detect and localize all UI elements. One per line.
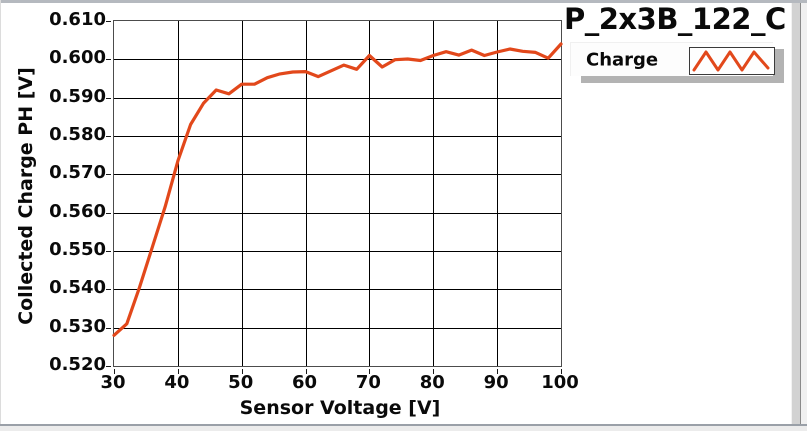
x-tick-label: 80: [419, 372, 445, 393]
y-tick-label: 0.590: [49, 85, 106, 107]
x-tick-label: 100: [541, 372, 579, 393]
x-tick-label: 90: [483, 372, 509, 393]
plot-canvas: [106, 21, 563, 374]
y-tick-label: 0.610: [49, 9, 106, 30]
y-tick-label: 0.540: [49, 277, 106, 299]
y-tick-label: 0.570: [49, 162, 106, 184]
window-right-margin: [801, 3, 807, 424]
x-axis-title: Sensor Voltage [V]: [239, 397, 441, 419]
vertical-scrollbar[interactable]: [791, 3, 801, 424]
x-tick-label: 70: [355, 372, 381, 393]
x-tick-label: 30: [100, 372, 126, 393]
y-tick-label: 0.560: [49, 200, 106, 222]
window-top-bevel: [0, 0, 807, 3]
zigzag-line-sample-icon: [689, 47, 775, 75]
window-bottom-bevel: [0, 424, 807, 426]
y-tick-label: 0.550: [49, 239, 106, 260]
y-tick-label: 0.520: [49, 354, 106, 375]
series-charge-line: [112, 42, 563, 337]
plot-legend[interactable]: Charge: [570, 42, 775, 76]
x-tick-label: 60: [292, 372, 318, 393]
y-tick-label: 0.530: [49, 315, 106, 337]
y-tick-label: 0.580: [49, 124, 106, 145]
y-tick-label: 0.600: [49, 47, 106, 69]
window-bottom-margin: [0, 426, 807, 431]
legend-series-label: Charge: [586, 49, 659, 70]
x-tick-label: 50: [228, 372, 254, 393]
window-left-bevel: [0, 0, 1, 431]
plot-area: [106, 20, 563, 374]
y-axis-title: Collected Charge PH [V]: [15, 67, 37, 325]
x-tick-label: 40: [164, 372, 190, 393]
chart-title: P_2x3B_122_C: [564, 2, 786, 36]
